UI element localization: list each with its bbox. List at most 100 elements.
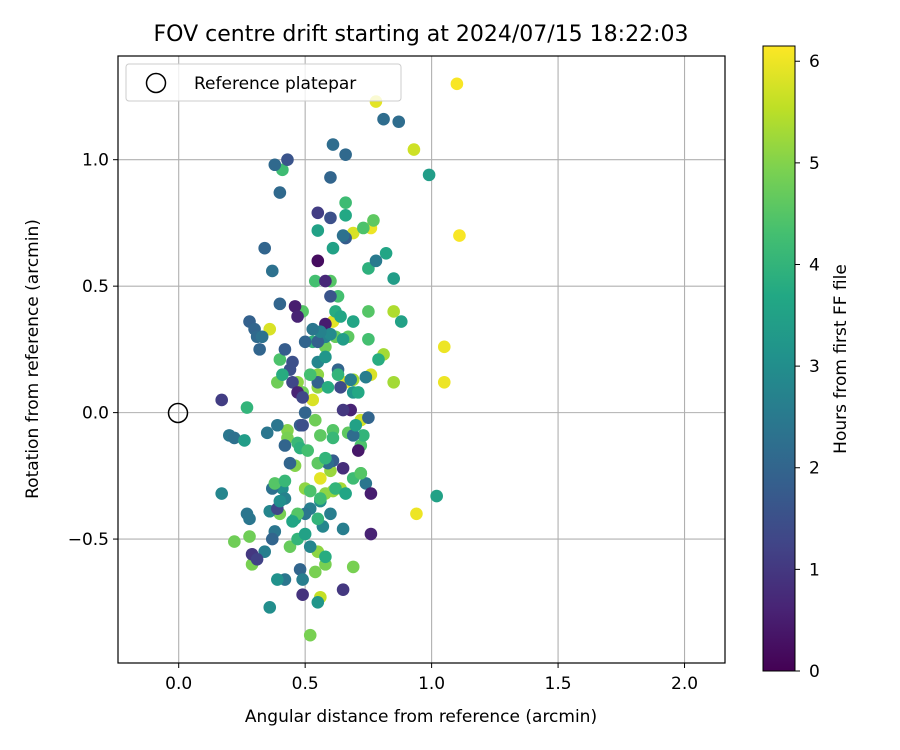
data-point <box>240 401 254 414</box>
data-point <box>407 143 421 156</box>
data-point <box>359 370 373 384</box>
data-point <box>278 439 292 452</box>
data-point <box>276 368 289 381</box>
data-point <box>308 413 322 427</box>
data-point <box>286 515 299 528</box>
data-points <box>215 77 466 642</box>
data-point <box>336 403 350 417</box>
data-point <box>326 138 340 151</box>
data-point <box>334 310 347 323</box>
data-point <box>303 368 317 381</box>
data-point <box>286 375 299 389</box>
data-point <box>326 431 340 445</box>
data-point <box>306 393 320 407</box>
legend-label: Reference platepar <box>194 74 356 94</box>
data-point <box>271 573 284 586</box>
x-tick-label: 1.0 <box>418 674 445 694</box>
data-point <box>319 451 332 465</box>
x-tick-label: 1.5 <box>545 674 572 694</box>
y-tick-label: 0.0 <box>82 404 109 424</box>
data-point <box>336 461 350 475</box>
y-tick-label: −0.5 <box>68 530 109 550</box>
y-tick-label: 0.5 <box>82 277 109 297</box>
data-point <box>260 426 274 440</box>
data-point <box>346 429 360 442</box>
data-point <box>311 206 325 220</box>
data-point <box>253 343 266 356</box>
data-point <box>324 211 337 225</box>
data-point <box>265 532 279 546</box>
x-tick-label: 0.0 <box>165 674 192 694</box>
data-point <box>326 241 340 255</box>
data-point <box>339 196 352 209</box>
data-point <box>422 168 436 182</box>
data-point <box>298 527 312 541</box>
data-point <box>336 229 350 242</box>
data-point <box>311 512 325 526</box>
legend: Reference platepar <box>125 63 402 102</box>
data-point <box>265 264 279 278</box>
data-point <box>278 474 292 488</box>
data-point <box>339 148 352 161</box>
colorbar-tick-label: 3 <box>809 357 820 377</box>
colorbar-tick-label: 5 <box>809 154 820 174</box>
data-point <box>303 540 317 553</box>
data-point <box>437 340 451 354</box>
data-point <box>357 221 370 235</box>
data-point <box>450 77 464 91</box>
data-point <box>296 418 309 432</box>
colorbar-label: Hours from first FF file <box>831 264 851 454</box>
data-point <box>367 214 380 227</box>
x-tick-label: 0.5 <box>292 674 319 694</box>
grid-lines <box>118 56 725 663</box>
data-point <box>240 507 254 521</box>
data-point <box>314 492 327 505</box>
data-point <box>387 272 400 285</box>
data-point <box>324 289 337 303</box>
data-point <box>243 530 256 543</box>
data-point <box>286 355 299 369</box>
legend-marker <box>145 72 167 94</box>
data-point <box>311 335 325 349</box>
data-point <box>288 300 302 313</box>
data-point <box>336 332 350 346</box>
y-tick-label: 1.0 <box>82 151 109 171</box>
data-point <box>306 322 320 336</box>
data-point <box>346 315 360 328</box>
data-point <box>324 171 337 184</box>
data-point <box>331 368 345 381</box>
data-point <box>349 418 363 432</box>
data-point <box>372 353 385 366</box>
data-point <box>273 186 287 199</box>
colorbar-ticks: 0 1 2 3 4 5 6 <box>795 52 820 682</box>
chart-title: FOV centre drift starting at 2024/07/15 … <box>154 22 689 47</box>
data-point <box>303 484 317 498</box>
data-point <box>351 444 365 457</box>
data-point <box>298 335 312 349</box>
data-point <box>437 375 451 389</box>
data-point <box>319 350 332 364</box>
colorbar <box>762 45 796 672</box>
data-point <box>319 550 332 564</box>
data-point <box>298 406 312 419</box>
x-axis-label: Angular distance from reference (arcmin) <box>245 707 597 727</box>
data-point <box>357 429 370 442</box>
colorbar-tick-label: 1 <box>809 560 820 580</box>
x-axis-ticks: 0.0 0.5 1.0 1.5 2.0 <box>165 663 698 694</box>
data-point <box>362 411 375 424</box>
data-point <box>273 297 287 311</box>
colorbar-tick-label: 2 <box>809 459 820 479</box>
data-point <box>392 115 406 129</box>
data-point <box>228 535 241 548</box>
data-point <box>339 209 352 222</box>
data-point <box>324 327 337 341</box>
data-point <box>319 274 332 288</box>
data-point <box>238 434 251 447</box>
data-point <box>301 444 314 457</box>
data-point <box>354 467 368 480</box>
data-point <box>268 477 282 490</box>
data-point <box>336 583 350 596</box>
data-point <box>324 507 337 521</box>
data-point <box>215 393 228 407</box>
